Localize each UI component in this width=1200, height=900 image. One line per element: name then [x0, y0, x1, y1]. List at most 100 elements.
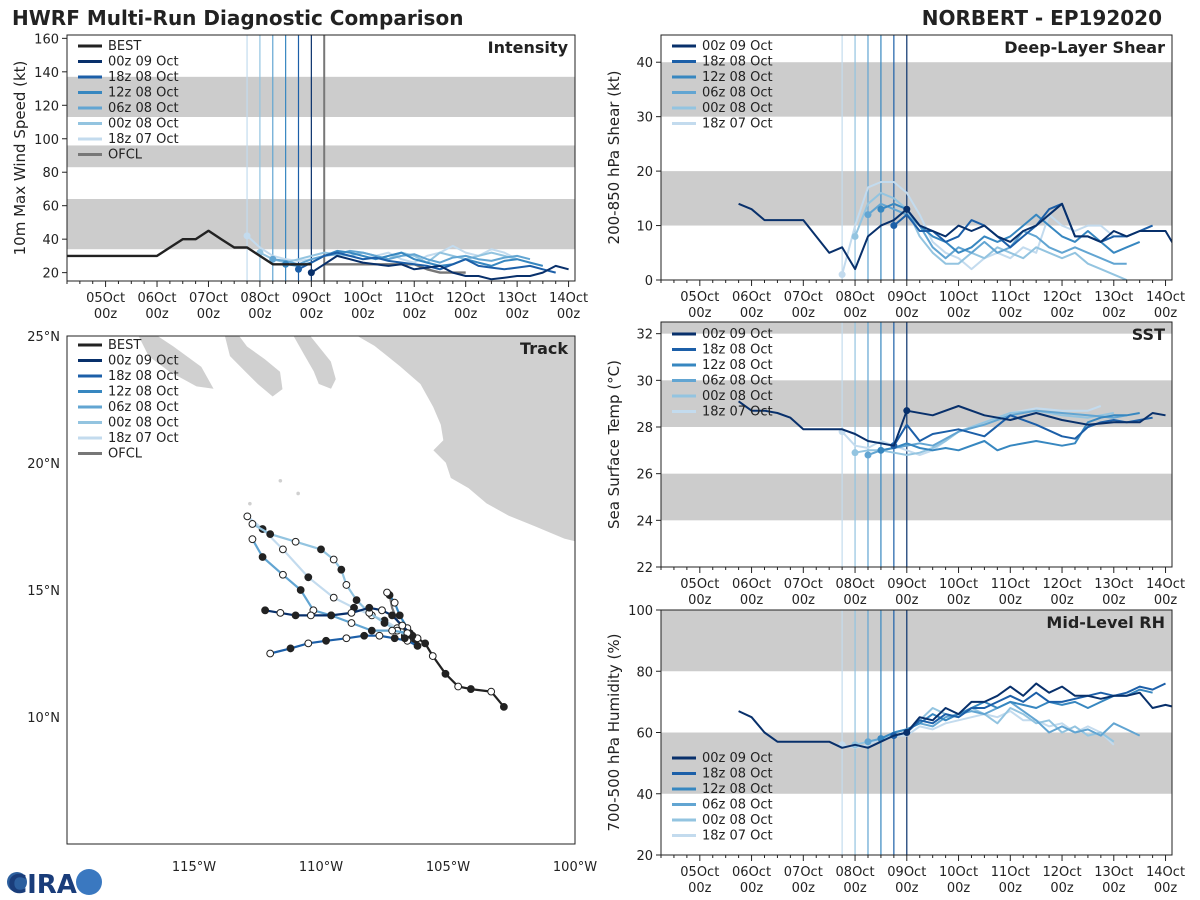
island-2 — [248, 501, 252, 506]
track-point-best — [400, 634, 409, 643]
track-panel: 115°W 110°W 105°W 100°W 10°N 15°N 20°N 25°N Trac… — [27, 330, 597, 875]
rh-xtick-hour-0: 00z — [688, 881, 712, 896]
legend-label-00z-08-oct: 00z 08 Oct — [702, 813, 773, 828]
sst-plot-area — [661, 322, 1172, 567]
landmass-0 — [67, 336, 216, 390]
legend-label-06z-08-oct: 06z 08 Oct — [108, 400, 179, 415]
rh-xtick-day-216: 14Oct — [1146, 865, 1185, 880]
sst-ytick-label-30: 30 — [636, 374, 653, 389]
track-point-18z-08-oct — [266, 649, 275, 658]
rh-init-point-00z-09-oct — [903, 729, 911, 736]
shear-init-point-00z-08-oct — [851, 232, 859, 240]
intensity-series-06z-08-oct — [272, 249, 531, 266]
sst-band-0 — [661, 473, 1172, 521]
sst-xtick-hour-48: 00z — [792, 593, 816, 608]
track-point-00z-08-oct — [291, 537, 300, 546]
track-point-best — [454, 682, 463, 691]
track-point-06z-08-oct — [347, 619, 356, 627]
intensity-xtick-hour-168: 00z — [454, 307, 478, 322]
intensity-xtick-day-72: 08Oct — [240, 291, 279, 306]
track-point-00z-08-oct — [337, 565, 346, 574]
rh-xtick-hour-168: 00z — [1050, 881, 1074, 896]
rh-xtick-hour-216: 00z — [1154, 881, 1178, 896]
shear-panel: 01020304005Oct00z06Oct00z07Oct00z08Oct00… — [605, 34, 1185, 321]
rh-init-point-06z-08-oct — [864, 738, 872, 746]
shear-xtick-hour-192: 00z — [1102, 306, 1126, 321]
intensity-ytick-label-40: 40 — [42, 233, 59, 248]
shear-xtick-day-48: 07Oct — [784, 290, 823, 305]
shear-ytick-label-30: 30 — [636, 111, 653, 126]
intensity-xtick-day-120: 10Oct — [343, 291, 382, 306]
shear-init-point-12z-08-oct — [877, 205, 885, 213]
sst-xtick-hour-216: 00z — [1154, 593, 1178, 608]
intensity-panel: 2040608010012014016005Oct00z06Oct00z07Oc… — [11, 32, 588, 322]
figure-title: HWRF Multi-Run Diagnostic Comparison — [12, 6, 463, 30]
track-point-06z-08-oct — [296, 586, 305, 594]
legend-label-18z-08-oct: 18z 08 Oct — [108, 70, 179, 85]
intensity-ytick-label-60: 60 — [42, 200, 59, 215]
track-map-area — [67, 336, 575, 844]
shear-xtick-day-216: 14Oct — [1146, 290, 1185, 305]
sst-xtick-day-120: 10Oct — [939, 577, 978, 592]
shear-init-point-06z-08-oct — [864, 211, 872, 219]
track-frame — [66, 335, 576, 845]
shear-xtick-day-120: 10Oct — [939, 290, 978, 305]
intensity-init-point-18z-08-oct — [294, 265, 302, 273]
track-point-18z-07-oct — [243, 512, 252, 521]
track-point-18z-07-oct — [329, 593, 338, 602]
legend-label-best: BEST — [108, 39, 141, 54]
track-point-00z-08-oct — [248, 520, 257, 528]
track-point-18z-08-oct — [322, 636, 330, 645]
sst-ytick-label-28: 28 — [636, 421, 653, 436]
sst-ytick-label-32: 32 — [636, 328, 653, 343]
track-point-18z-08-oct — [413, 641, 422, 650]
track-point-00z-08-oct — [352, 596, 361, 605]
legend-label-18z-07-oct: 18z 07 Oct — [108, 132, 179, 147]
legend-label-00z-09-oct: 00z 09 Oct — [702, 751, 773, 766]
track-line-18z-08-oct — [269, 634, 418, 655]
rh-xtick-hour-120: 00z — [947, 881, 971, 896]
rh-ytick-label-80: 80 — [636, 665, 653, 680]
track-point-06z-08-oct — [258, 553, 267, 561]
legend-label-00z-09-oct: 00z 09 Oct — [702, 39, 773, 54]
rh-plot-area — [661, 610, 1172, 855]
intensity-xtick-hour-0: 00z — [94, 307, 118, 322]
track-title: Track — [520, 339, 568, 358]
shear-xtick-hour-72: 00z — [843, 306, 867, 321]
rh-band-0 — [661, 732, 1172, 794]
track-point-00z-08-oct — [380, 619, 389, 627]
shear-ytick-label-40: 40 — [636, 56, 653, 71]
legend-label-00z-09-oct: 00z 09 Oct — [108, 55, 179, 70]
intensity-ytick-label-20: 20 — [42, 267, 59, 282]
track-point-12z-08-oct — [383, 588, 391, 597]
track-point-00z-09-oct — [261, 606, 270, 615]
rh-xtick-day-96: 09Oct — [887, 865, 926, 880]
track-line-06z-08-oct — [251, 538, 411, 635]
legend-label-ofcl: OFCL — [108, 148, 143, 163]
track-point-00z-09-oct — [347, 608, 356, 617]
track-point-18z-08-oct — [286, 644, 295, 653]
track-point-00z-09-oct — [291, 611, 300, 620]
track-point-best — [487, 687, 496, 696]
sst-xtick-day-96: 09Oct — [887, 577, 926, 592]
rh-ytick-label-20: 20 — [636, 849, 653, 864]
sst-xtick-day-168: 12Oct — [1043, 577, 1082, 592]
landmass-2 — [292, 336, 337, 390]
rh-xtick-hour-96: 00z — [895, 881, 919, 896]
shear-xtick-day-24: 06Oct — [732, 290, 771, 305]
legend-label-06z-08-oct: 06z 08 Oct — [702, 374, 773, 389]
track-point-00z-08-oct — [266, 530, 275, 539]
sst-xtick-hour-168: 00z — [1050, 593, 1074, 608]
intensity-xtick-day-24: 06Oct — [138, 291, 177, 306]
shear-frame — [660, 34, 1173, 281]
rh-xtick-day-192: 13Oct — [1094, 865, 1133, 880]
legend-label-12z-08-oct: 12z 08 Oct — [108, 86, 179, 101]
rh-xtick-hour-144: 00z — [999, 881, 1023, 896]
rh-xtick-day-0: 05Oct — [680, 865, 719, 880]
track-point-00z-09-oct — [398, 621, 407, 630]
sst-series-18z-07-oct — [841, 405, 1102, 456]
sst-xtick-day-144: 11Oct — [991, 577, 1030, 592]
legend-label-best: BEST — [108, 338, 141, 353]
sst-init-point-12z-08-oct — [877, 446, 885, 454]
